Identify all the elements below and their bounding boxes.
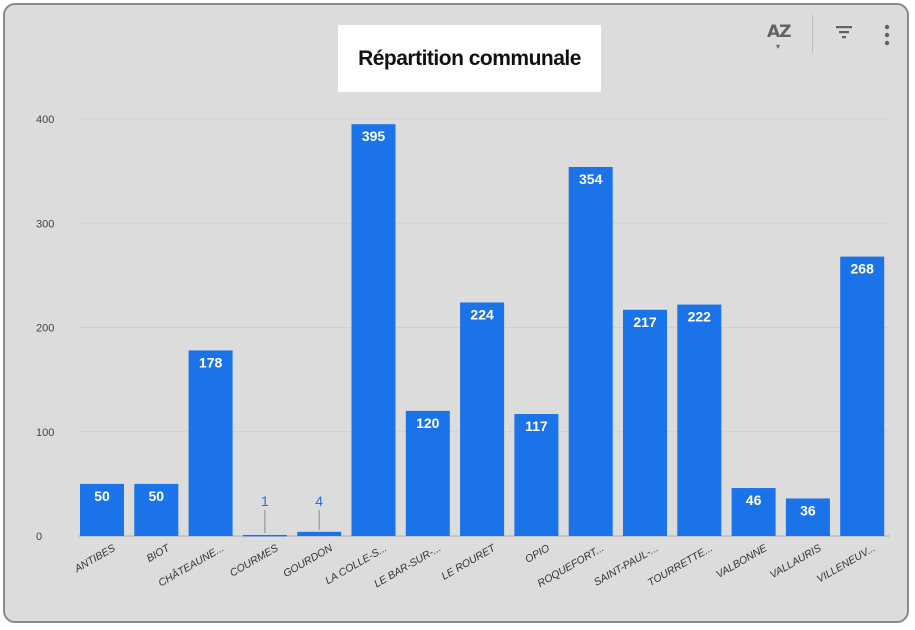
bar <box>134 483 179 536</box>
data-label: 1 <box>261 493 269 509</box>
sort-arrow-icon: ▾ <box>776 42 781 51</box>
data-label: 46 <box>746 492 762 508</box>
more-vert-icon[interactable] <box>884 24 890 46</box>
data-label: 222 <box>688 309 712 325</box>
data-label: 395 <box>362 128 386 144</box>
bar <box>297 531 342 536</box>
data-label: 224 <box>470 306 494 322</box>
bar <box>80 483 124 536</box>
bar <box>242 534 287 537</box>
data-label: 4 <box>315 493 323 509</box>
data-label: 50 <box>94 488 110 504</box>
bar <box>188 350 233 536</box>
more-vert-icon-graphic <box>884 24 890 46</box>
data-label: 117 <box>525 418 548 434</box>
bar <box>351 124 396 537</box>
bar <box>405 410 450 536</box>
bar <box>623 309 667 536</box>
x-tick-label: BIOT <box>145 541 174 564</box>
x-tick-label: LE ROURET <box>440 541 499 582</box>
bar <box>731 488 776 536</box>
data-label: 217 <box>633 314 657 330</box>
bar <box>514 414 559 536</box>
data-label: 50 <box>149 488 165 504</box>
x-tick-label: ANTIBES <box>72 542 118 575</box>
bar <box>568 166 613 536</box>
bar <box>460 302 505 536</box>
toolbar-separator <box>812 15 813 53</box>
bar <box>840 256 885 536</box>
sort-az-icon[interactable]: AZ <box>767 22 792 42</box>
chart-title-box: Répartition communale <box>338 25 601 92</box>
y-tick-label: 300 <box>36 218 54 230</box>
x-tick-label: OPIO <box>523 542 552 566</box>
chart-title: Répartition communale <box>358 46 581 70</box>
filter-icon[interactable] <box>836 24 854 40</box>
data-label: 120 <box>416 415 440 431</box>
filter-icon-graphic <box>836 26 852 39</box>
sort-az-label: AZ <box>767 22 792 42</box>
data-label: 178 <box>199 354 223 370</box>
y-tick-label: 200 <box>36 323 54 335</box>
data-label: 354 <box>579 171 603 187</box>
x-tick-label: VALBONNE <box>714 542 770 581</box>
data-label: 36 <box>800 502 816 518</box>
bar <box>677 304 722 536</box>
bar <box>785 498 830 536</box>
x-tick-label: COURMES <box>228 542 280 579</box>
y-tick-label: 0 <box>36 531 42 543</box>
x-tick-label: VILLENEUV... <box>815 542 878 585</box>
data-label: 268 <box>851 261 875 277</box>
y-tick-label: 400 <box>36 114 54 126</box>
y-tick-label: 100 <box>36 427 54 439</box>
